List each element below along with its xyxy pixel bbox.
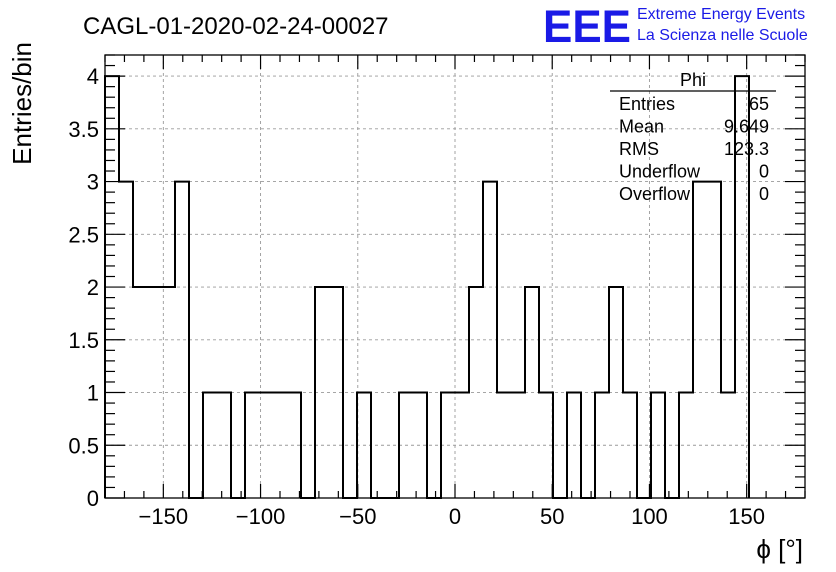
histogram-outline xyxy=(104,75,750,499)
chart-title: CAGL-01-2020-02-24-00027 xyxy=(83,13,389,40)
x-tick-label: 0 xyxy=(449,504,461,529)
x-axis-label: ϕ [°] xyxy=(756,534,803,564)
y-tick-label: 1.5 xyxy=(68,328,99,353)
x-tick-label: −150 xyxy=(139,504,189,529)
stats-label: Underflow xyxy=(619,162,701,182)
x-tick-label: 50 xyxy=(540,504,564,529)
y-tick-label: 2.5 xyxy=(68,222,99,247)
y-tick-labels: 0 0.5 1 1.5 2 2.5 3 3.5 4 xyxy=(68,64,99,511)
y-tick-label: 0.5 xyxy=(68,433,99,458)
y-tick-label: 2 xyxy=(87,275,99,300)
y-tick-label: 3.5 xyxy=(68,117,99,142)
stats-box: Phi Entries 65 Mean 9.649 RMS 123.3 Underflow 0… xyxy=(610,70,776,204)
logo-mark: EEE xyxy=(543,1,631,52)
stats-label: RMS xyxy=(619,139,659,159)
histogram-bars xyxy=(104,75,750,499)
x-tick-labels: −150 −100 −50 0 50 100 150 xyxy=(139,504,765,529)
stats-value: 123.3 xyxy=(724,139,769,159)
x-tick-label: −100 xyxy=(236,504,286,529)
stats-label: Overflow xyxy=(619,184,691,204)
stats-value: 65 xyxy=(749,94,769,114)
x-tick-label: 150 xyxy=(728,504,765,529)
stats-name: Phi xyxy=(680,70,706,90)
grid xyxy=(105,55,805,498)
stats-value: 0 xyxy=(759,162,769,182)
eee-logo: EEE Extreme Energy Events La Scienza nel… xyxy=(543,1,808,52)
stats-label: Entries xyxy=(619,94,675,114)
y-tick-label: 1 xyxy=(87,381,99,406)
logo-line2: La Scienza nelle Scuole xyxy=(637,27,808,44)
x-tick-label: −50 xyxy=(339,504,376,529)
y-tick-label: 3 xyxy=(87,170,99,195)
stats-value: 9.649 xyxy=(724,117,769,137)
logo-line1: Extreme Energy Events xyxy=(637,6,805,23)
y-axis-label: Entries/bin xyxy=(7,42,37,165)
y-tick-label: 4 xyxy=(87,64,99,89)
axis-ticks xyxy=(104,54,806,499)
stats-label: Mean xyxy=(619,117,664,137)
y-tick-label: 0 xyxy=(87,486,99,511)
x-tick-label: 100 xyxy=(631,504,668,529)
stats-value: 0 xyxy=(759,184,769,204)
